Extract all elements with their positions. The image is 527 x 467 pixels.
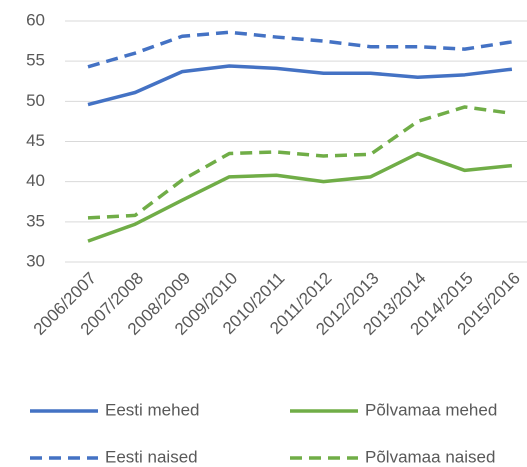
y-tick-label: 35 — [26, 211, 45, 230]
y-tick-label: 50 — [26, 91, 45, 110]
line — [87, 151, 513, 243]
line — [87, 64, 513, 107]
line — [87, 105, 513, 220]
legend-label: Põlvamaa naised — [365, 447, 495, 466]
y-tick-label: 55 — [26, 51, 45, 70]
y-tick-label: 30 — [26, 251, 45, 270]
legend-label: Põlvamaa mehed — [365, 400, 497, 419]
y-tick-label: 45 — [26, 131, 45, 150]
line — [87, 30, 513, 69]
legend-label: Eesti naised — [105, 447, 198, 466]
y-tick-label: 60 — [26, 10, 45, 29]
legend-label: Eesti mehed — [105, 400, 200, 419]
y-tick-label: 40 — [26, 171, 45, 190]
